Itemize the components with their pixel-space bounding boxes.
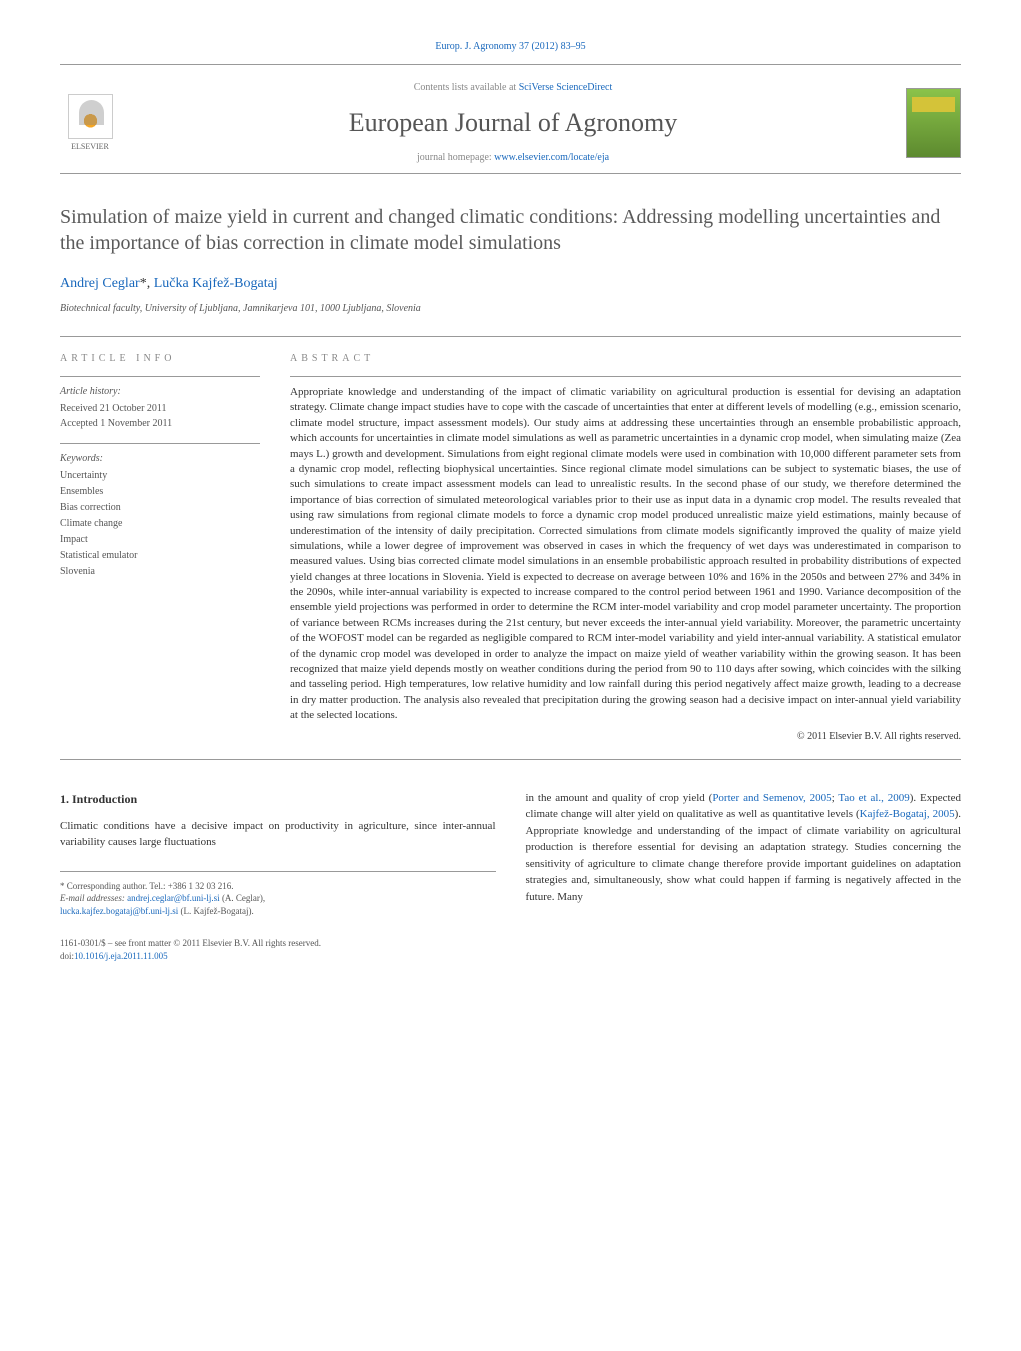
author-sup: * <box>140 276 147 291</box>
article-title: Simulation of maize yield in current and… <box>60 204 961 256</box>
header-divider <box>60 64 961 65</box>
contents-prefix: Contents lists available at <box>414 82 519 93</box>
p-text-4: ). Appropriate knowledge and understandi… <box>526 808 962 903</box>
keywords-label: Keywords: <box>60 452 260 466</box>
abstract-copyright: © 2011 Elsevier B.V. All rights reserved… <box>290 730 961 744</box>
email-line: E-mail addresses: andrej.ceglar@bf.uni-l… <box>60 892 496 917</box>
citation-link[interactable]: Porter and Semenov, 2005 <box>712 792 831 804</box>
homepage-link[interactable]: www.elsevier.com/locate/eja <box>494 152 609 163</box>
email-who-2: (L. Kajfež-Bogataj). <box>178 906 253 916</box>
article-info: ARTICLE INFO Article history: Received 2… <box>60 352 260 744</box>
history-received: Received 21 October 2011 <box>60 401 260 416</box>
sciencedirect-link[interactable]: SciVerse ScienceDirect <box>519 82 613 93</box>
abstract-text: Appropriate knowledge and understanding … <box>290 385 961 724</box>
abstract-column: ABSTRACT Appropriate knowledge and under… <box>290 352 961 744</box>
body-top-divider <box>60 759 961 760</box>
author-link-1[interactable]: Andrej Ceglar <box>60 276 140 291</box>
keyword: Uncertainty <box>60 468 260 484</box>
contents-line: Contents lists available at SciVerse Sci… <box>120 81 906 95</box>
journal-cover-icon <box>906 88 961 158</box>
history-label: Article history: <box>60 385 260 399</box>
history-accepted: Accepted 1 November 2011 <box>60 416 260 431</box>
elsevier-logo: ELSEVIER <box>60 88 120 158</box>
email-link-2[interactable]: lucka.kajfez.bogataj@bf.uni-lj.si <box>60 906 178 916</box>
elsevier-tree-icon <box>68 94 113 139</box>
doi-prefix: doi: <box>60 951 74 961</box>
email-label: E-mail addresses: <box>60 893 127 903</box>
info-divider-1 <box>60 376 260 377</box>
keyword-list: Uncertainty Ensembles Bias correction Cl… <box>60 468 260 580</box>
keyword: Impact <box>60 532 260 548</box>
article-info-heading: ARTICLE INFO <box>60 352 260 366</box>
bottom-meta: 1161-0301/$ – see front matter © 2011 El… <box>60 937 496 962</box>
abstract-divider <box>290 376 961 377</box>
keyword: Statistical emulator <box>60 548 260 564</box>
journal-header: ELSEVIER Contents lists available at Sci… <box>60 73 961 174</box>
corresponding-footer: * Corresponding author. Tel.: +386 1 32 … <box>60 871 496 918</box>
intro-heading: 1. Introduction <box>60 790 496 808</box>
issn-line: 1161-0301/$ – see front matter © 2011 El… <box>60 937 496 950</box>
intro-para-right: in the amount and quality of crop yield … <box>526 790 962 906</box>
body-col-left: 1. Introduction Climatic conditions have… <box>60 790 496 963</box>
keyword: Ensembles <box>60 484 260 500</box>
email-link-1[interactable]: andrej.ceglar@bf.uni-lj.si <box>127 893 220 903</box>
header-center: Contents lists available at SciVerse Sci… <box>120 81 906 165</box>
author-link-2[interactable]: Lučka Kajfež-Bogataj <box>154 276 278 291</box>
corresponding-line: * Corresponding author. Tel.: +386 1 32 … <box>60 880 496 893</box>
abstract-heading: ABSTRACT <box>290 352 961 366</box>
doi-link[interactable]: 10.1016/j.eja.2011.11.005 <box>74 951 168 961</box>
intro-para-left: Climatic conditions have a decisive impa… <box>60 818 496 851</box>
author-sep: , <box>147 276 154 291</box>
keyword: Bias correction <box>60 500 260 516</box>
authors: Andrej Ceglar*, Lučka Kajfež-Bogataj <box>60 274 961 294</box>
p-text-1: in the amount and quality of crop yield … <box>526 792 713 804</box>
body-col-right: in the amount and quality of crop yield … <box>526 790 962 963</box>
info-divider-2 <box>60 443 260 444</box>
header-citation: Europ. J. Agronomy 37 (2012) 83–95 <box>60 40 961 54</box>
affiliation: Biotechnical faculty, University of Ljub… <box>60 302 961 316</box>
citation-link[interactable]: Tao et al., 2009 <box>838 792 909 804</box>
citation-link[interactable]: Kajfež-Bogataj, 2005 <box>860 808 955 820</box>
doi-line: doi:10.1016/j.eja.2011.11.005 <box>60 950 496 963</box>
section-divider <box>60 336 961 337</box>
elsevier-label: ELSEVIER <box>71 141 109 152</box>
keyword: Climate change <box>60 516 260 532</box>
journal-title: European Journal of Agronomy <box>120 105 906 141</box>
homepage-line: journal homepage: www.elsevier.com/locat… <box>120 151 906 165</box>
body-columns: 1. Introduction Climatic conditions have… <box>60 790 961 963</box>
info-abstract-row: ARTICLE INFO Article history: Received 2… <box>60 352 961 744</box>
homepage-prefix: journal homepage: <box>417 152 494 163</box>
email-who-1: (A. Ceglar), <box>220 893 265 903</box>
keyword: Slovenia <box>60 564 260 580</box>
